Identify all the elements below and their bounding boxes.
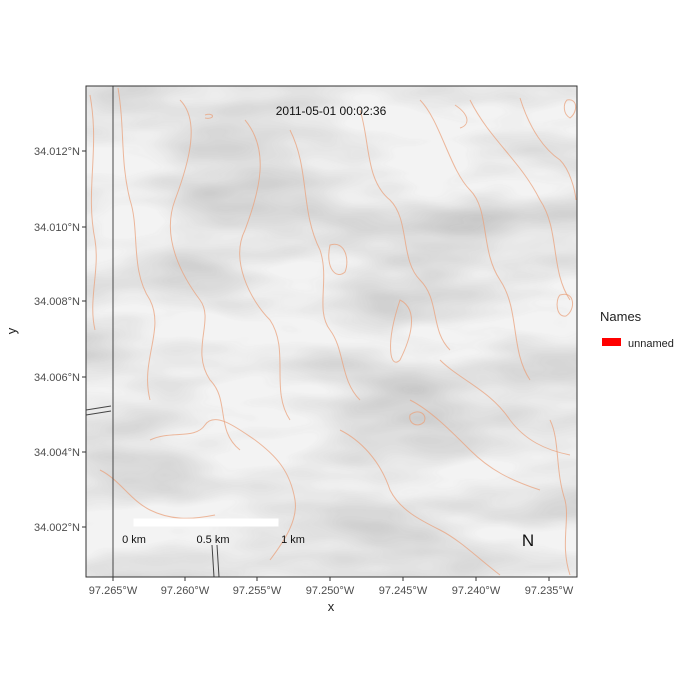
contour-line	[99, 469, 216, 519]
panel-border	[85, 85, 578, 578]
x-tick-label: 97.260°W	[161, 585, 210, 597]
scale-bar-label-0: 0 km	[122, 534, 146, 546]
y-tick-label: 34.012°N	[34, 146, 80, 158]
north-arrow-icon: N	[522, 531, 534, 550]
road-line	[86, 410, 112, 416]
contour-line	[439, 359, 571, 456]
x-tick: 97.235°W	[525, 577, 574, 597]
road-line	[86, 405, 112, 411]
scale-bar-label-1: 1 km	[281, 534, 305, 546]
y-tick-label: 34.004°N	[34, 447, 80, 459]
x-tick-label: 97.235°W	[525, 585, 574, 597]
y-tick-label: 34.010°N	[34, 222, 80, 234]
contour-line	[89, 94, 97, 331]
y-tick: 34.004°N	[34, 447, 86, 459]
y-tick-label: 34.008°N	[34, 296, 80, 308]
x-tick: 97.255°W	[233, 577, 282, 597]
x-tick: 97.245°W	[379, 577, 428, 597]
contour-lines	[89, 87, 577, 576]
contour-line	[149, 419, 296, 561]
contour-line	[339, 429, 501, 576]
x-tick: 97.265°W	[89, 577, 138, 597]
contour-line	[419, 99, 531, 381]
contour-line	[239, 119, 291, 421]
y-axis-title: y	[4, 327, 19, 334]
y-tick-label: 34.006°N	[34, 372, 80, 384]
contour-line	[519, 97, 577, 201]
legend: Names unnamed	[600, 309, 674, 350]
contour-line	[549, 419, 571, 576]
scale-bar-segment-1	[133, 518, 207, 527]
contour-line	[409, 411, 426, 426]
contour-line	[469, 99, 571, 301]
contour-line	[169, 99, 241, 451]
contour-line	[289, 129, 361, 401]
contour-line	[390, 299, 413, 363]
x-axis-title: x	[328, 599, 335, 614]
scale-bar: 0 km 0.5 km 1 km	[122, 518, 305, 546]
timestamp: 2011-05-01 00:02:36	[276, 104, 387, 118]
y-tick-label: 34.002°N	[34, 522, 80, 534]
y-tick: 34.012°N	[34, 146, 86, 158]
contour-line	[409, 399, 541, 491]
contour-line	[563, 99, 577, 119]
x-tick: 97.260°W	[161, 577, 210, 597]
contour-line	[556, 293, 573, 317]
x-tick: 97.250°W	[306, 577, 355, 597]
legend-key-swatch	[602, 338, 621, 346]
contour-line	[117, 87, 156, 401]
road-lines	[86, 86, 220, 577]
x-tick-label: 97.250°W	[306, 585, 355, 597]
legend-title: Names	[600, 309, 642, 324]
y-tick: 34.002°N	[34, 522, 86, 534]
y-tick: 34.006°N	[34, 372, 86, 384]
contour-line	[359, 109, 451, 351]
x-axis: 97.265°W 97.260°W 97.255°W 97.250°W 97.2…	[89, 577, 574, 597]
scale-bar-segment-2	[205, 518, 279, 527]
x-tick-label: 97.265°W	[89, 585, 138, 597]
y-tick: 34.008°N	[34, 296, 86, 308]
x-tick-label: 97.245°W	[379, 585, 428, 597]
contour-line	[454, 104, 468, 129]
y-axis: 34.012°N 34.010°N 34.008°N 34.006°N 34.0…	[34, 146, 86, 534]
y-tick: 34.010°N	[34, 222, 86, 234]
map-panel[interactable]: 2011-05-01 00:02:36 0 km 0.5 km 1 km N	[86, 86, 577, 577]
x-tick-label: 97.240°W	[452, 585, 501, 597]
contour-line	[204, 113, 213, 119]
scale-bar-label-half: 0.5 km	[196, 534, 229, 546]
contour-line	[328, 243, 348, 275]
x-tick: 97.240°W	[452, 577, 501, 597]
x-tick-label: 97.255°W	[233, 585, 282, 597]
legend-item-label: unnamed	[628, 338, 674, 350]
road-line	[211, 544, 220, 577]
